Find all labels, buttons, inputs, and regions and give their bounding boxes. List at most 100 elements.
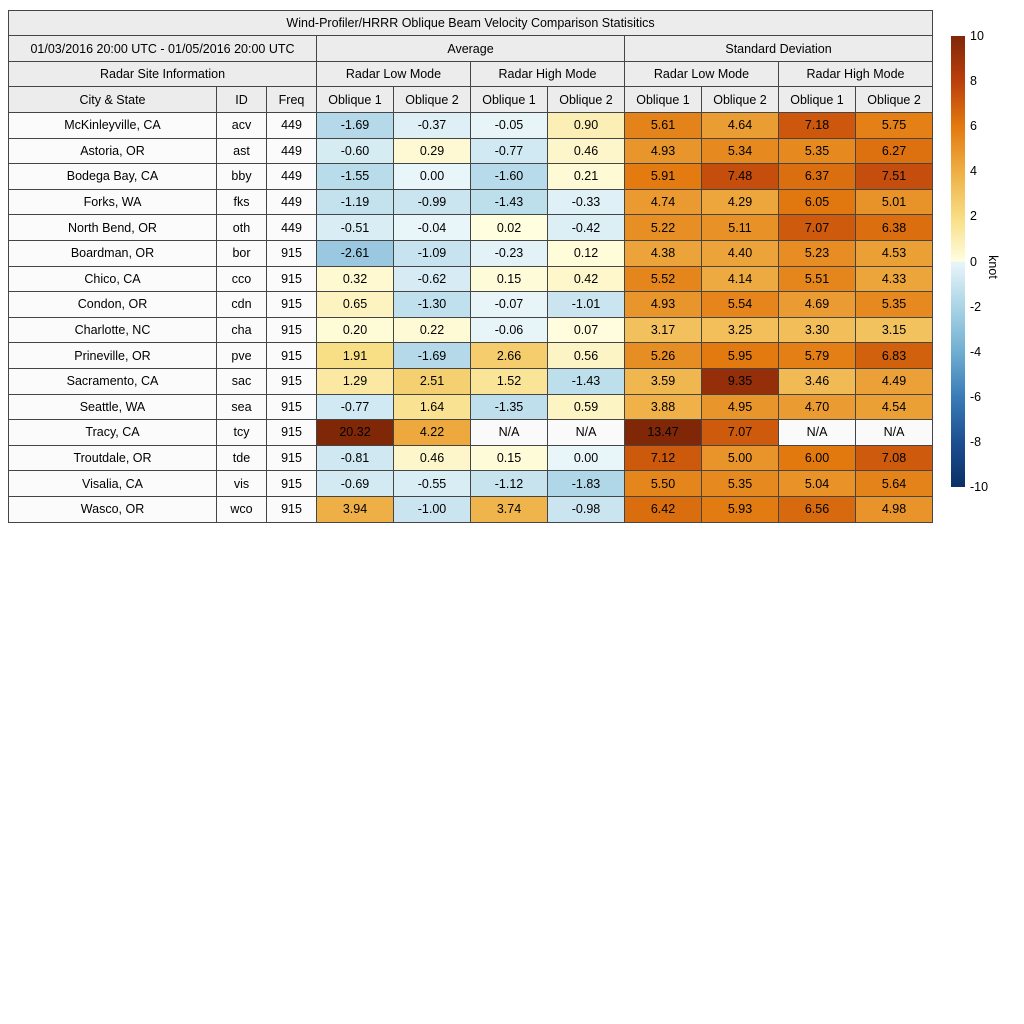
value-cell: 6.56 [778,495,856,523]
site-id-cell: bor [216,239,267,267]
mode-header-avg-low: Radar Low Mode [316,61,471,87]
value-cell: 0.46 [547,137,625,165]
city-state-cell: Sacramento, CA [8,367,217,395]
freq-cell: 915 [266,419,317,446]
freq-cell: 449 [266,188,317,216]
city-state-cell: Charlotte, NC [8,316,217,344]
value-cell: 5.04 [778,470,856,497]
value-cell: N/A [547,419,625,446]
value-cell: -1.00 [393,495,471,523]
colorbar-gradient [951,36,965,487]
value-cell: -1.19 [316,188,394,216]
value-cell: 0.32 [316,265,394,293]
value-cell: 0.65 [316,291,394,318]
value-cell: 9.35 [701,367,779,395]
site-id-cell: sea [216,393,267,421]
city-state-cell: Boardman, OR [8,239,217,267]
value-cell: 0.02 [470,214,548,241]
value-cell: 0.59 [547,393,625,421]
value-cell: 5.79 [778,342,856,369]
value-cell: -0.23 [470,239,548,267]
value-cell: 7.48 [701,163,779,190]
value-cell: 5.95 [701,342,779,369]
site-id-cell: acv [216,112,267,139]
city-state-cell: Condon, OR [8,291,217,318]
value-cell: 3.88 [624,393,702,421]
value-cell: 3.94 [316,495,394,523]
col-header-oblique: Oblique 2 [393,86,471,113]
value-cell: -0.99 [393,188,471,216]
table-row: Sacramento, CA sac 915 1.29 2.51 1.52 -1.43 3.5… [8,367,934,395]
freq-cell: 915 [266,265,317,293]
value-cell: 5.75 [854,112,934,139]
value-cell: 5.64 [854,470,934,497]
value-cell: 5.35 [701,470,779,497]
value-cell: N/A [470,419,548,446]
value-cell: -0.69 [316,470,394,497]
colorbar-unit-label: knot [986,255,1000,279]
colorbar-tick-label: -8 [970,434,982,449]
col-header-oblique: Oblique 1 [470,86,548,113]
site-id-cell: vis [216,470,267,497]
city-state-cell: Astoria, OR [8,137,217,165]
value-cell: -1.69 [316,112,394,139]
value-cell: 7.51 [854,163,934,190]
value-cell: 4.14 [701,265,779,293]
value-cell: 6.27 [854,137,934,165]
value-cell: 5.52 [624,265,702,293]
value-cell: 7.12 [624,444,702,472]
value-cell: 5.51 [778,265,856,293]
value-cell: 6.00 [778,444,856,472]
colorbar-tick-label: 0 [970,254,977,269]
value-cell: -1.83 [547,470,625,497]
city-state-cell: Wasco, OR [8,495,217,523]
city-state-cell: Bodega Bay, CA [8,163,217,190]
value-cell: 0.21 [547,163,625,190]
colorbar-tick-label: 6 [970,119,977,134]
value-cell: 0.07 [547,316,625,344]
freq-cell: 915 [266,495,317,523]
value-cell: -0.81 [316,444,394,472]
site-id-cell: wco [216,495,267,523]
value-cell: -0.77 [316,393,394,421]
freq-cell: 915 [266,316,317,344]
value-cell: 4.22 [393,419,471,446]
group-header-standard-deviation: Standard Deviation [623,35,934,62]
freq-cell: 915 [266,342,317,369]
value-cell: 0.42 [547,265,625,293]
col-header-city-state: City & State [8,86,217,113]
table-row: Seattle, WA sea 915 -0.77 1.64 -1.35 0.59 3.88 4… [8,393,934,421]
value-cell: 0.46 [393,444,471,472]
value-cell: -1.43 [547,367,625,395]
value-cell: 2.51 [393,367,471,395]
value-cell: 4.98 [854,495,934,523]
value-cell: 7.08 [854,444,934,472]
value-cell: N/A [778,419,856,446]
mode-header-avg-high: Radar High Mode [470,61,625,87]
value-cell: 4.74 [624,188,702,216]
value-cell: 5.00 [701,444,779,472]
site-id-cell: fks [216,188,267,216]
value-cell: 4.69 [778,291,856,318]
value-cell: 4.49 [854,367,934,395]
value-cell: 5.50 [624,470,702,497]
value-cell: 4.38 [624,239,702,267]
value-cell: 4.93 [624,137,702,165]
value-cell: 5.11 [701,214,779,241]
site-id-cell: cco [216,265,267,293]
table-row: Visalia, CA vis 915 -0.69 -0.55 -1.12 -1.83 5.5… [8,470,934,497]
city-state-cell: Tracy, CA [8,419,217,446]
value-cell: 4.64 [701,112,779,139]
value-cell: 13.47 [624,419,702,446]
col-header-oblique: Oblique 2 [854,86,934,113]
value-cell: 3.15 [854,316,934,344]
date-range-label: 01/03/2016 20:00 UTC - 01/05/2016 20:00 … [8,35,317,62]
value-cell: 3.74 [470,495,548,523]
value-cell: 0.90 [547,112,625,139]
value-cell: 6.42 [624,495,702,523]
value-cell: 0.12 [547,239,625,267]
value-cell: 4.70 [778,393,856,421]
freq-cell: 449 [266,163,317,190]
value-cell: 7.07 [701,419,779,446]
value-cell: -0.51 [316,214,394,241]
